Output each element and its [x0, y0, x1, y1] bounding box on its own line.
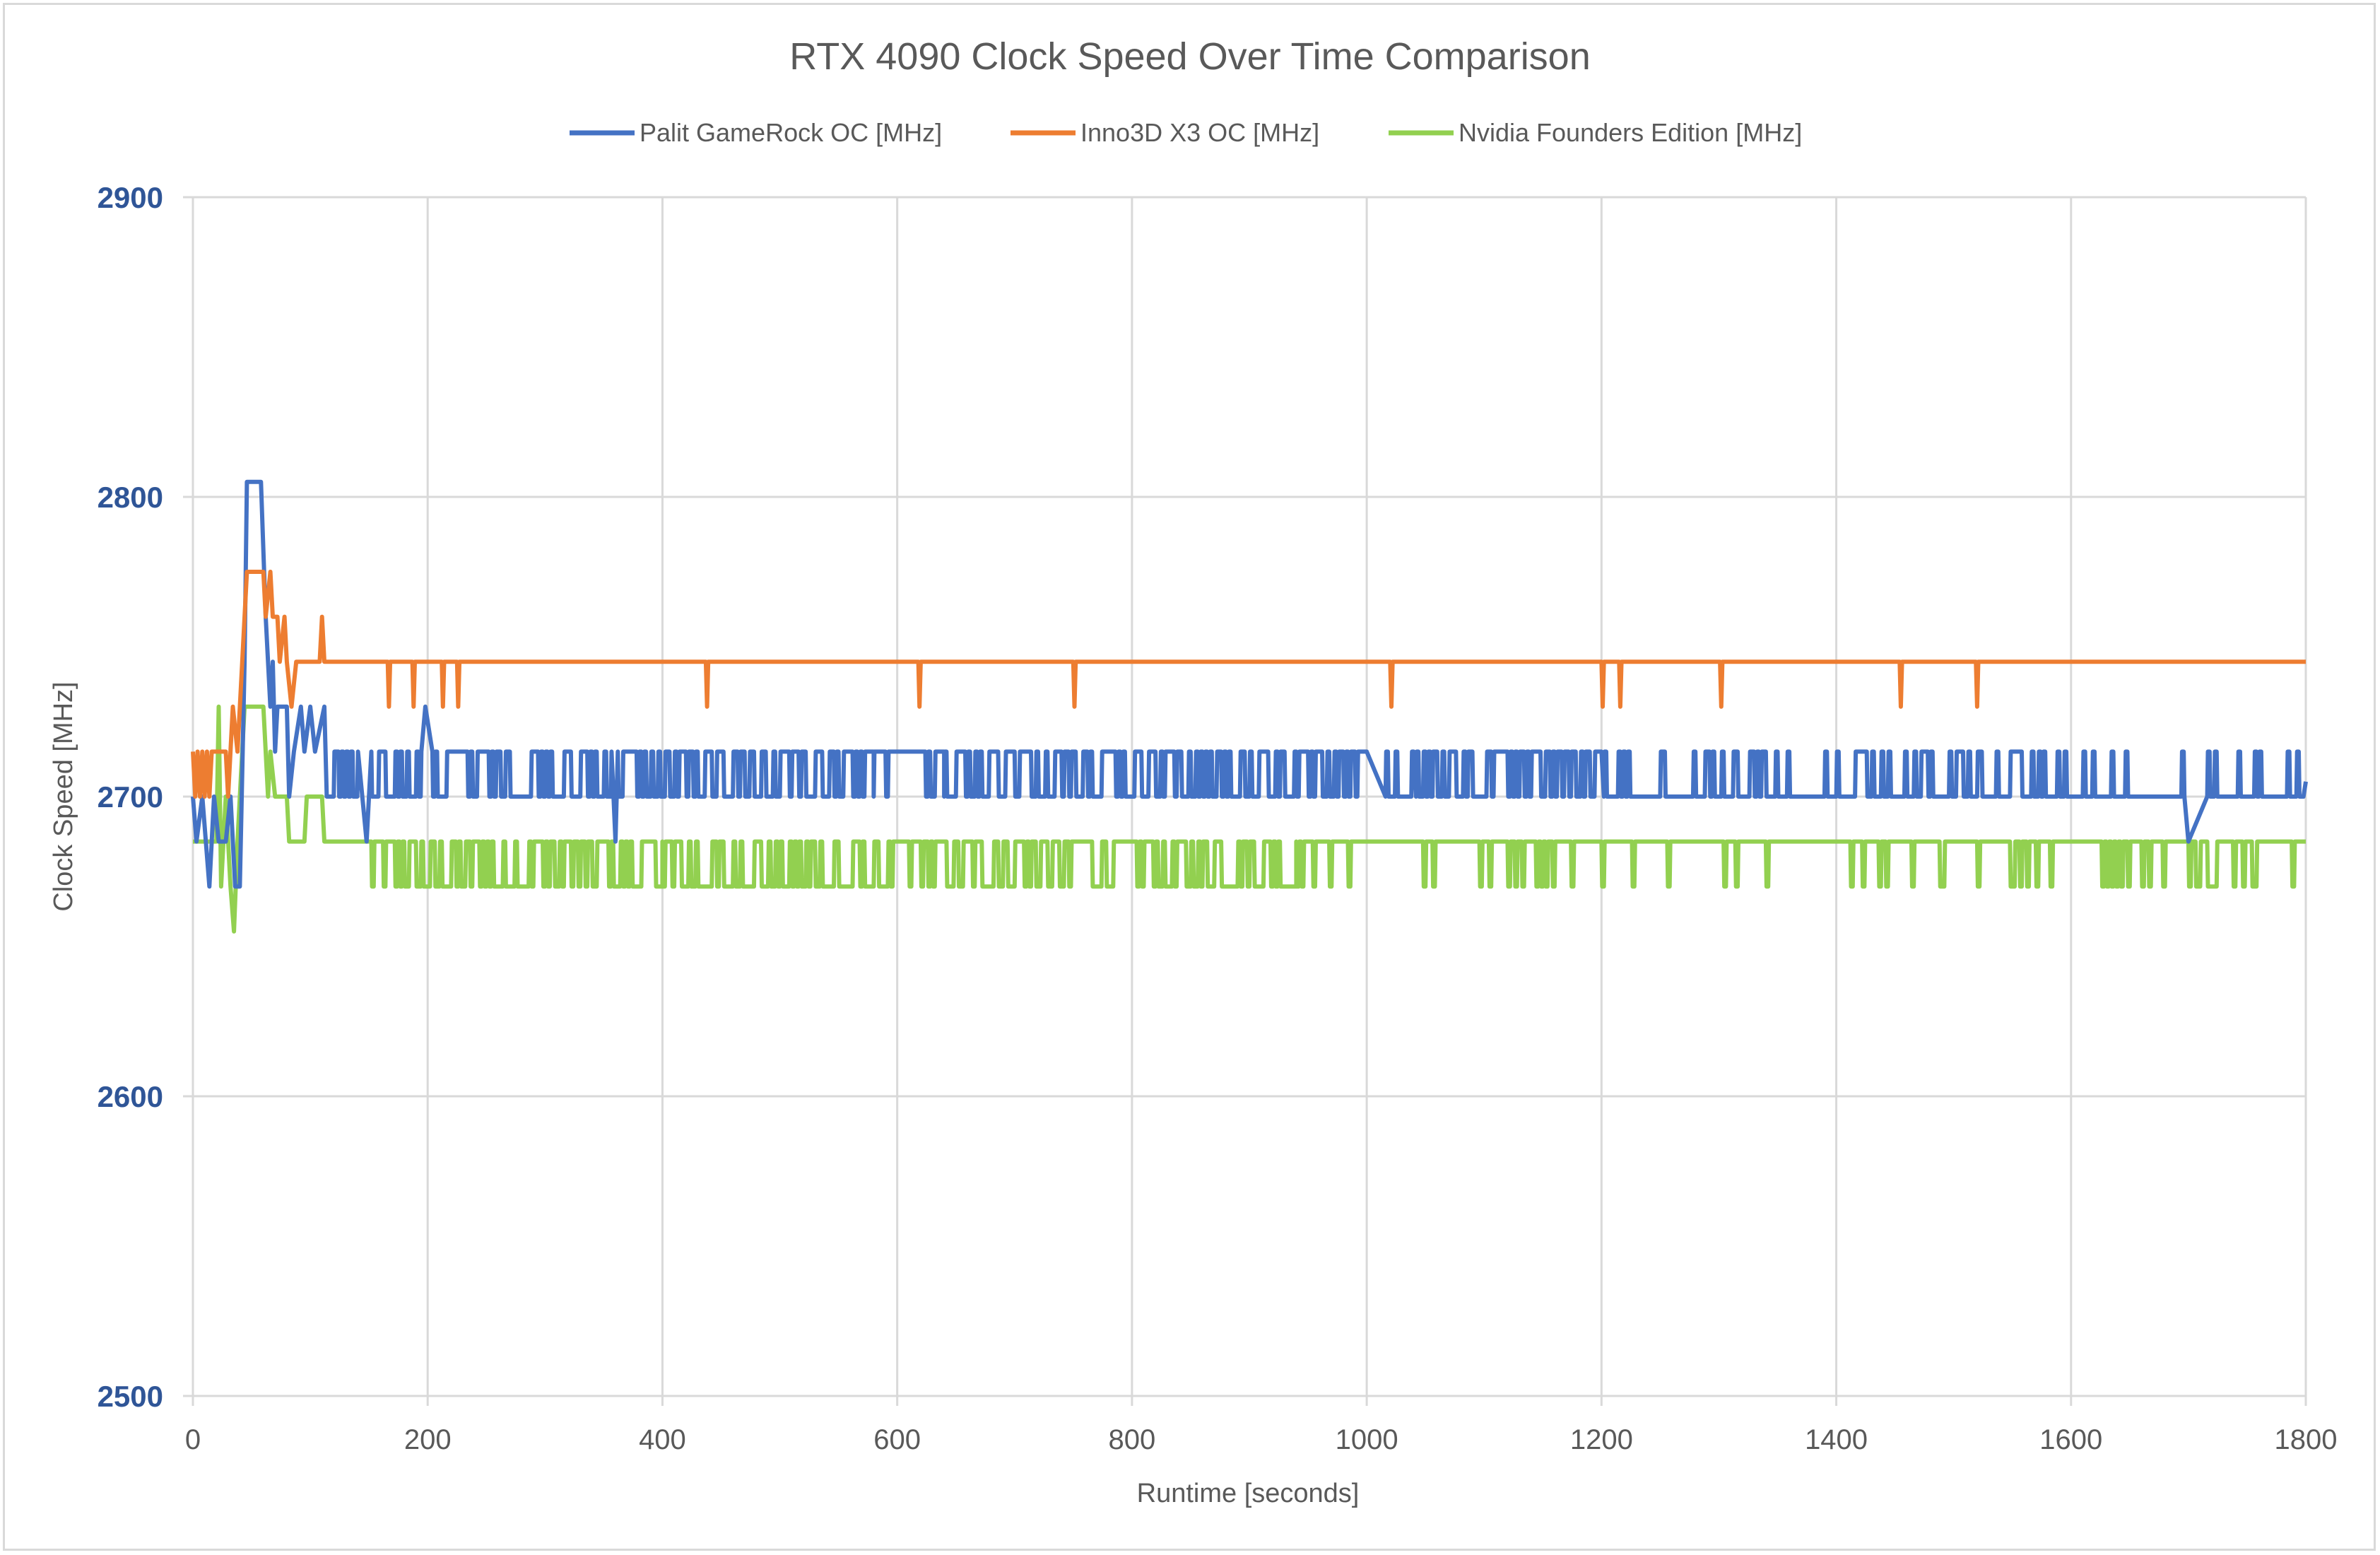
chart-frame [3, 3, 2376, 1551]
x-tick-label: 1200 [1570, 1424, 1633, 1455]
y-axis-ticks: 2500 2600 2700 2800 2900 [98, 181, 163, 1413]
x-tick-label: 800 [1109, 1424, 1156, 1455]
y-axis-label: Clock Speed [MHz] [49, 681, 78, 911]
y-tick-label: 2600 [98, 1080, 163, 1113]
series-line-1 [191, 570, 2306, 799]
x-tick-label: 0 [185, 1424, 201, 1455]
series-line-2 [193, 704, 2306, 934]
x-tick-label: 200 [404, 1424, 452, 1455]
x-axis-ticks: 0 200 400 600 800 1000 1200 1400 1600 1800 [185, 1424, 2338, 1455]
series-line-0 [191, 479, 2308, 889]
x-tick-label: 1800 [2275, 1424, 2338, 1455]
legend-entry: Nvidia Founders Edition [MHz] [1459, 118, 1802, 147]
chart-title: RTX 4090 Clock Speed Over Time Compariso… [789, 35, 1591, 78]
y-tick-label: 2700 [98, 780, 163, 814]
x-tick-label: 1000 [1336, 1424, 1398, 1455]
y-tick-label: 2900 [98, 181, 163, 214]
legend-entry: Palit GameRock OC [MHz] [640, 118, 942, 147]
x-tick-label: 400 [639, 1424, 686, 1455]
gridlines [183, 196, 2307, 1406]
x-tick-label: 1400 [1805, 1424, 1868, 1455]
x-tick-label: 600 [873, 1424, 921, 1455]
legend: Palit GameRock OC [MHz] Inno3D X3 OC [MHz… [570, 118, 1802, 147]
y-tick-label: 2500 [98, 1380, 163, 1413]
legend-entry: Inno3D X3 OC [MHz] [1080, 118, 1319, 147]
x-axis-label: Runtime [seconds] [1137, 1479, 1360, 1508]
series-lines [191, 479, 2308, 934]
x-tick-label: 1600 [2039, 1424, 2102, 1455]
y-tick-label: 2800 [98, 481, 163, 514]
